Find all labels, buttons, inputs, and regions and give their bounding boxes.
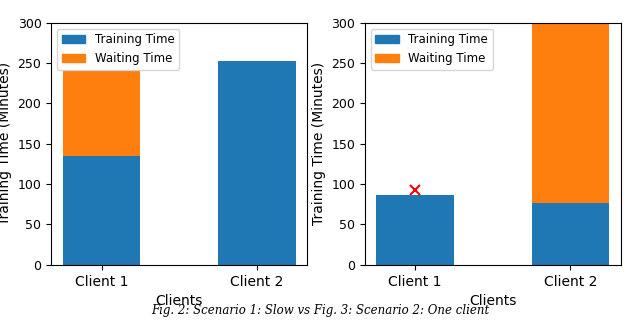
Bar [63,156,140,265]
Bar [218,61,296,265]
Bar [376,194,454,265]
Y-axis label: Training Time (Minutes): Training Time (Minutes) [312,62,326,225]
Bar [532,23,609,203]
Bar [63,71,140,156]
X-axis label: Clients: Clients [469,294,516,308]
Legend: Training Time, Waiting Time: Training Time, Waiting Time [57,28,179,70]
Y-axis label: Training Time (Minutes): Training Time (Minutes) [0,62,12,225]
Bar [532,203,609,265]
X-axis label: Clients: Clients [156,294,203,308]
Text: Fig. 2: Scenario 1: Slow vs Fig. 3: Scenario 2: One client: Fig. 2: Scenario 1: Slow vs Fig. 3: Scen… [151,304,489,317]
Legend: Training Time, Waiting Time: Training Time, Waiting Time [371,28,493,70]
